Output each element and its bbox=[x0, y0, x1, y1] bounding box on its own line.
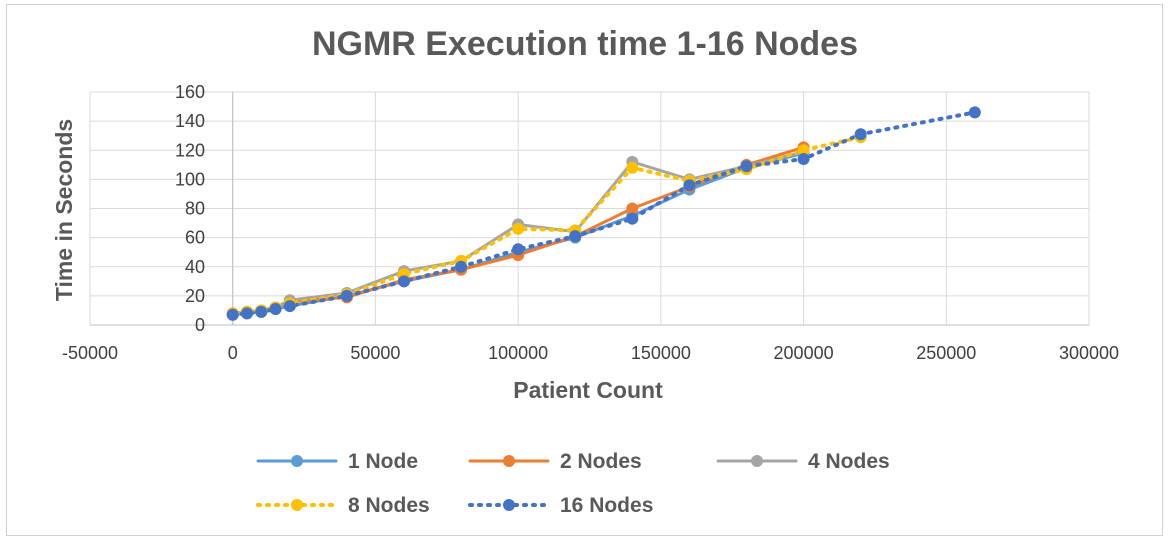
legend-marker bbox=[503, 499, 515, 511]
x-tick-label: 150000 bbox=[631, 343, 691, 363]
legend: 1 Node 2 Nodes 4 Nodes 8 Nodes 16 Nodes bbox=[256, 450, 890, 517]
data-point bbox=[683, 179, 696, 192]
x-tick-label: 200000 bbox=[774, 343, 834, 363]
data-point bbox=[740, 160, 753, 173]
data-point bbox=[226, 308, 239, 321]
gridlines bbox=[89, 91, 1090, 326]
x-tick-label: 100000 bbox=[488, 343, 548, 363]
y-tick-label: 160 bbox=[175, 82, 205, 102]
legend-label: 16 Nodes bbox=[560, 494, 653, 517]
series-markers bbox=[226, 106, 981, 321]
x-tick-label: 0 bbox=[228, 343, 238, 363]
data-point bbox=[397, 275, 410, 288]
y-tick-label: 20 bbox=[185, 286, 205, 306]
legend-marker bbox=[503, 455, 515, 467]
series-lines bbox=[230, 110, 977, 317]
chart-frame bbox=[6, 4, 1163, 536]
legend-marker bbox=[291, 499, 303, 511]
y-tick-label: 100 bbox=[175, 169, 205, 189]
data-point bbox=[626, 212, 639, 225]
data-point bbox=[240, 307, 253, 320]
data-point bbox=[340, 289, 353, 302]
data-point bbox=[569, 230, 582, 243]
legend-marker bbox=[291, 455, 303, 467]
data-point bbox=[269, 302, 282, 315]
data-point bbox=[512, 222, 525, 235]
data-point bbox=[797, 152, 810, 165]
x-tick-label: -50000 bbox=[62, 343, 118, 363]
x-tick-labels: -50000 0 50000 100000 150000 200000 250000 3000… bbox=[62, 343, 1119, 363]
series-line-5 bbox=[230, 110, 977, 317]
y-tick-label: 0 bbox=[195, 315, 205, 335]
x-axis-title: Patient Count bbox=[513, 377, 663, 403]
y-tick-label: 120 bbox=[175, 140, 205, 160]
legend-label: 2 Nodes bbox=[560, 450, 642, 473]
x-tick-label: 300000 bbox=[1059, 343, 1119, 363]
data-point bbox=[626, 202, 639, 215]
data-point bbox=[626, 161, 639, 174]
data-point bbox=[255, 305, 268, 318]
y-axis-title: Time in Seconds bbox=[51, 119, 77, 301]
y-tick-label: 60 bbox=[185, 228, 205, 248]
data-point bbox=[283, 300, 296, 313]
data-point bbox=[455, 260, 468, 273]
x-tick-label: 50000 bbox=[350, 343, 400, 363]
chart-title: NGMR Execution time 1-16 Nodes bbox=[312, 25, 858, 63]
y-tick-labels: 0 20 40 60 80 100 120 140 160 bbox=[175, 82, 205, 335]
y-tick-label: 80 bbox=[185, 199, 205, 219]
data-point bbox=[854, 128, 867, 141]
y-tick-label: 40 bbox=[185, 257, 205, 277]
x-tick-label: 250000 bbox=[916, 343, 976, 363]
legend-marker bbox=[751, 455, 763, 467]
data-point bbox=[797, 144, 810, 157]
y-tick-label: 140 bbox=[175, 111, 205, 131]
legend-label: 1 Node bbox=[348, 450, 418, 473]
legend-label: 8 Nodes bbox=[348, 494, 430, 517]
data-point bbox=[968, 106, 981, 119]
legend-label: 4 Nodes bbox=[808, 450, 890, 473]
data-point bbox=[512, 243, 525, 256]
